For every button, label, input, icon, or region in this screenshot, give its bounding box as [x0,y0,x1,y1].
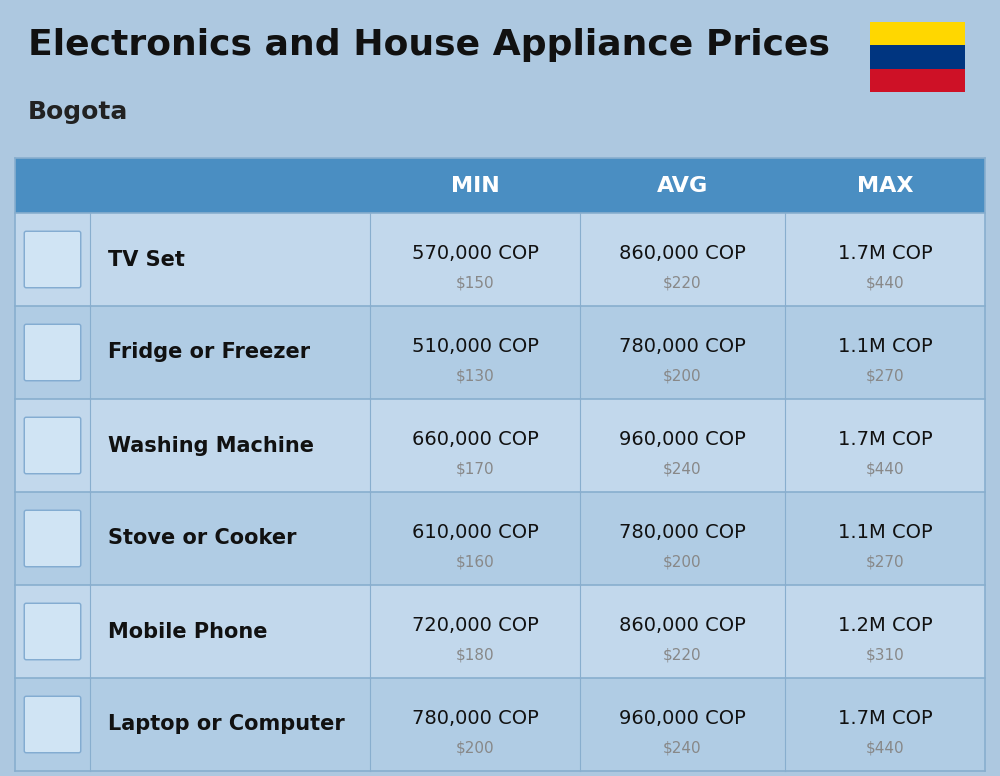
Text: 780,000 COP: 780,000 COP [619,523,746,542]
Text: 960,000 COP: 960,000 COP [619,430,746,449]
Text: 570,000 COP: 570,000 COP [412,244,538,263]
Bar [785,585,985,678]
FancyBboxPatch shape [24,417,81,474]
Bar [785,306,985,399]
Bar [15,306,90,399]
Bar [90,492,370,585]
Bar [370,678,580,771]
Text: $270: $270 [866,369,904,383]
Bar [370,585,580,678]
Text: Bogota: Bogota [28,100,128,124]
Bar [15,585,90,678]
Bar [785,158,985,213]
Text: $180: $180 [456,647,494,663]
Text: 1.1M COP: 1.1M COP [838,523,932,542]
Bar [15,492,90,585]
Text: Electronics and House Appliance Prices: Electronics and House Appliance Prices [28,28,830,62]
Bar [370,158,580,213]
Text: Mobile Phone: Mobile Phone [108,622,268,642]
Text: MIN: MIN [451,175,499,196]
Text: $440: $440 [866,462,904,476]
Text: $440: $440 [866,275,904,290]
Text: AVG: AVG [657,175,708,196]
Text: $160: $160 [456,555,494,570]
Text: 1.1M COP: 1.1M COP [838,337,932,356]
Bar [785,399,985,492]
Bar [785,678,985,771]
FancyBboxPatch shape [24,511,81,566]
Text: Washing Machine: Washing Machine [108,435,314,456]
Text: 1.7M COP: 1.7M COP [838,709,932,728]
Bar [90,306,370,399]
Bar [870,68,965,92]
Text: $200: $200 [663,555,702,570]
FancyBboxPatch shape [24,603,81,660]
Text: Laptop or Computer: Laptop or Computer [108,715,345,735]
Text: 1.7M COP: 1.7M COP [838,244,932,263]
Text: $240: $240 [663,740,702,756]
Bar [785,213,985,306]
Bar [870,22,965,45]
Text: 1.7M COP: 1.7M COP [838,430,932,449]
Text: $220: $220 [663,647,702,663]
Bar [580,213,785,306]
Text: 860,000 COP: 860,000 COP [619,616,746,635]
Text: 1.2M COP: 1.2M COP [838,616,932,635]
Text: $130: $130 [456,369,494,383]
Bar [90,399,370,492]
Bar [580,678,785,771]
Text: TV Set: TV Set [108,250,185,269]
Bar [580,585,785,678]
Text: 960,000 COP: 960,000 COP [619,709,746,728]
Text: Stove or Cooker: Stove or Cooker [108,528,296,549]
Text: $220: $220 [663,275,702,290]
Text: 610,000 COP: 610,000 COP [412,523,538,542]
Text: 780,000 COP: 780,000 COP [619,337,746,356]
Text: MAX: MAX [857,175,913,196]
Bar [90,158,370,213]
Bar [580,399,785,492]
Text: $440: $440 [866,740,904,756]
Bar [370,492,580,585]
Text: $200: $200 [663,369,702,383]
Bar [15,158,90,213]
FancyBboxPatch shape [24,231,81,288]
Text: $170: $170 [456,462,494,476]
FancyBboxPatch shape [24,696,81,753]
Text: $270: $270 [866,555,904,570]
Bar [15,399,90,492]
Bar [370,306,580,399]
Bar [370,399,580,492]
Text: 780,000 COP: 780,000 COP [412,709,538,728]
Bar [370,213,580,306]
Bar [15,678,90,771]
Bar [785,492,985,585]
Text: $200: $200 [456,740,494,756]
Text: 720,000 COP: 720,000 COP [412,616,538,635]
Bar [580,306,785,399]
Bar [15,213,90,306]
Text: 510,000 COP: 510,000 COP [412,337,538,356]
Bar [90,213,370,306]
Text: 860,000 COP: 860,000 COP [619,244,746,263]
Text: $150: $150 [456,275,494,290]
Bar [90,678,370,771]
Text: $240: $240 [663,462,702,476]
Text: 660,000 COP: 660,000 COP [412,430,538,449]
Text: Fridge or Freezer: Fridge or Freezer [108,342,310,362]
Bar [580,492,785,585]
Text: $310: $310 [866,647,904,663]
Bar [90,585,370,678]
FancyBboxPatch shape [24,324,81,381]
Bar [870,45,965,68]
Bar [580,158,785,213]
